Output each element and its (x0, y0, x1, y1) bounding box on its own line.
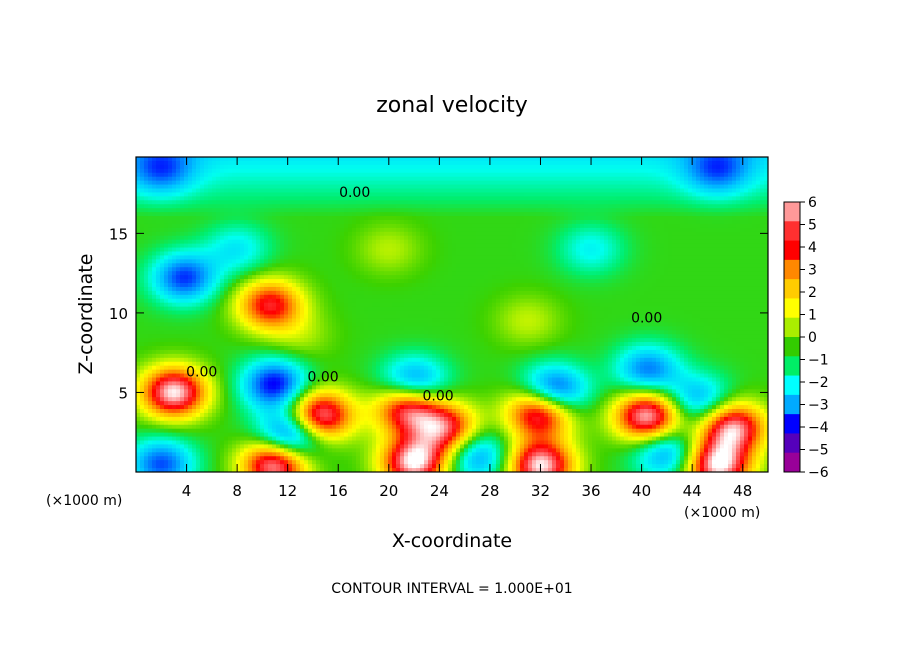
contour-label: 0.00 (631, 310, 662, 326)
contour-label: 0.00 (423, 388, 454, 404)
colorbar-swatch (784, 279, 800, 299)
contour-label: 0.00 (307, 369, 338, 385)
plot-frame (135, 156, 769, 473)
colorbar-swatch (784, 337, 800, 357)
colorbar-swatch (784, 202, 800, 222)
z-unit-label: (×1000 m) (46, 493, 122, 509)
colorbar-tick-label: −3 (808, 398, 829, 414)
colorbar-swatch (784, 452, 800, 473)
colorbar-tick-label: 0 (808, 330, 817, 346)
contour-label: 0.00 (339, 185, 370, 201)
x-tick-label: 28 (480, 482, 499, 500)
colorbar-tick-label: −5 (808, 443, 829, 459)
colorbar-tick-label: 5 (808, 218, 817, 234)
colorbar-tick-label: −2 (808, 375, 829, 391)
colorbar-swatch (784, 394, 800, 415)
x-tick-label: 16 (329, 482, 348, 500)
colorbar-swatch (784, 414, 800, 434)
x-tick-label: 44 (683, 482, 702, 500)
x-axis: 4 8 12 16 20 24 28 32 36 40 44 48 (182, 157, 752, 500)
x-tick-label: 24 (430, 482, 449, 500)
y-tick-label: 5 (118, 384, 128, 402)
x-axis-label: X-coordinate (392, 530, 512, 552)
x-tick-label: 32 (531, 482, 550, 500)
colorbar-swatch (784, 433, 800, 454)
colorbar-swatch (784, 375, 800, 396)
chart-title: zonal velocity (376, 93, 528, 118)
y-tick-label: 15 (109, 225, 128, 243)
colorbar-swatch (784, 221, 800, 241)
colorbar-tick-label: −4 (808, 420, 829, 436)
x-tick-label: 8 (232, 482, 242, 500)
colorbar-tick-label: 1 (808, 308, 817, 324)
colorbar-swatch (784, 298, 800, 319)
x-tick-label: 4 (182, 482, 192, 500)
contour-interval-footer: CONTOUR INTERVAL = 1.000E+01 (331, 581, 572, 597)
colorbar-tick-label: 2 (808, 285, 817, 301)
y-axis-label: Z-coordinate (75, 254, 97, 375)
colorbar-tick-label: 6 (808, 195, 817, 211)
colorbar-swatch (784, 317, 800, 338)
colorbar-swatch (784, 356, 800, 376)
x-unit-label: (×1000 m) (684, 505, 760, 521)
x-tick-label: 48 (733, 482, 752, 500)
y-tick-label: 10 (109, 305, 128, 323)
colorbar-tick-label: −1 (808, 353, 829, 369)
colorbar: 6 5 4 3 2 1 0 −1 −2 −3 −4 −5 −6 (783, 195, 829, 481)
colorbar-tick-label: 3 (808, 263, 817, 279)
x-tick-label: 36 (581, 482, 600, 500)
x-tick-label: 40 (632, 482, 651, 500)
colorbar-tick-label: 4 (808, 240, 817, 256)
colorbar-tick-label: −6 (808, 465, 829, 481)
contour-label: 0.00 (186, 365, 217, 381)
colorbar-swatch (784, 259, 800, 280)
x-tick-label: 20 (379, 482, 398, 500)
colorbar-swatch (784, 240, 800, 261)
x-tick-label: 12 (278, 482, 297, 500)
plot-area: 0.00 0.00 0.00 0.00 0.00 (135, 156, 769, 473)
y-axis: 5 10 15 (109, 225, 768, 402)
